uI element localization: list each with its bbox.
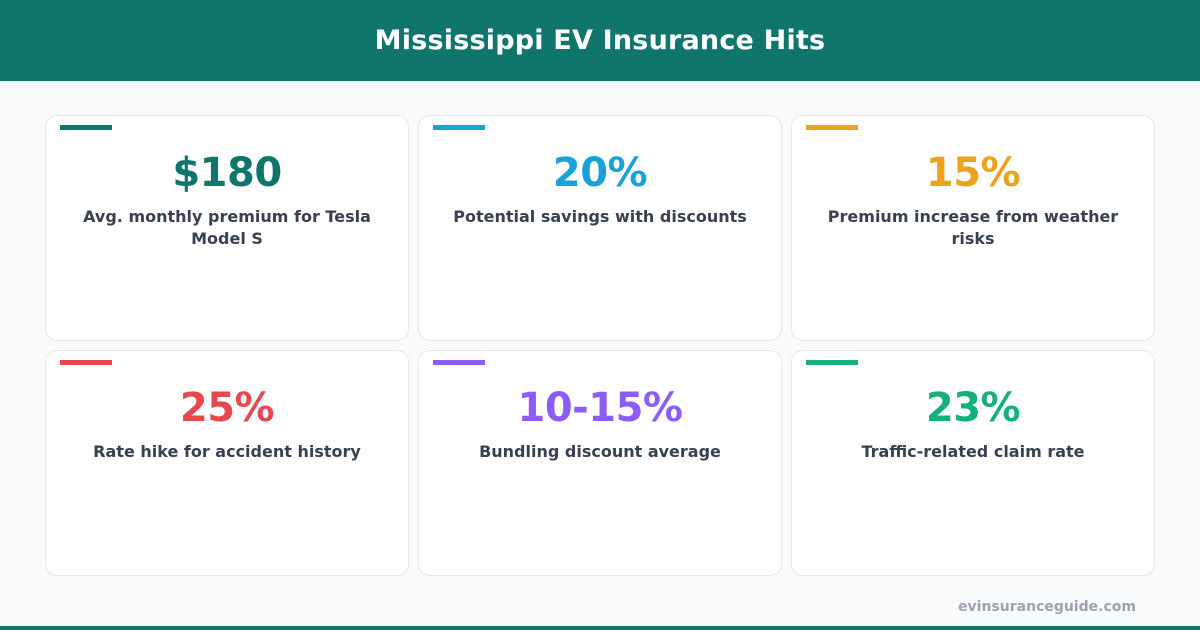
stat-card-discount-savings: 20% Potential savings with discounts (418, 115, 782, 341)
stat-value: 20% (552, 150, 648, 196)
stat-label: Avg. monthly premium for Tesla Model S (83, 207, 371, 248)
stat-label: Traffic-related claim rate (861, 442, 1085, 461)
stat-value: 15% (925, 150, 1021, 196)
stat-label: Bundling discount average (479, 442, 721, 461)
stat-label: Premium increase from weather risks (827, 207, 1119, 248)
stat-card-claim-rate: 23% Traffic-related claim rate (791, 350, 1155, 576)
stat-card-monthly-premium: $180 Avg. monthly premium for Tesla Mode… (45, 115, 409, 341)
stats-grid: $180 Avg. monthly premium for Tesla Mode… (45, 115, 1155, 576)
accent-bar (60, 360, 112, 365)
stat-label: Potential savings with discounts (453, 207, 747, 226)
accent-bar (433, 125, 485, 130)
bottom-accent-bar (0, 626, 1200, 630)
page-title: Mississippi EV Insurance Hits (374, 25, 826, 56)
stat-card-bundling-discount: 10-15% Bundling discount average (418, 350, 782, 576)
stat-value: 10-15% (517, 385, 683, 431)
accent-bar (806, 360, 858, 365)
accent-bar (433, 360, 485, 365)
stat-value: 23% (925, 385, 1021, 431)
accent-bar (60, 125, 112, 130)
stat-value: $180 (172, 150, 282, 196)
accent-bar (806, 125, 858, 130)
stat-card-accident-history: 25% Rate hike for accident history (45, 350, 409, 576)
stat-label: Rate hike for accident history (93, 442, 361, 461)
header-banner: Mississippi EV Insurance Hits (0, 0, 1200, 81)
stat-value: 25% (179, 385, 275, 431)
site-url: evinsuranceguide.com (958, 599, 1136, 615)
stat-card-weather-risk: 15% Premium increase from weather risks (791, 115, 1155, 341)
